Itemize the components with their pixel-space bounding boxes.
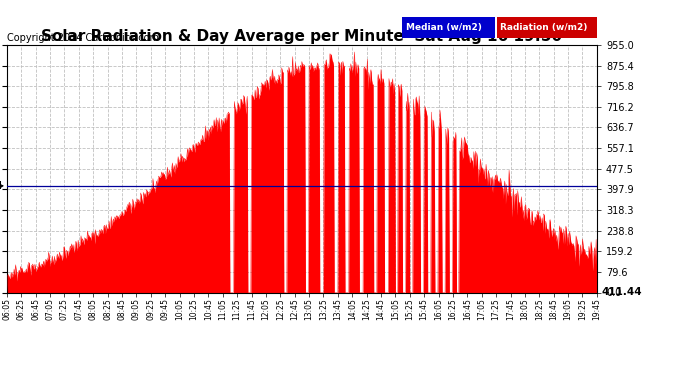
Text: 411.44: 411.44 (601, 287, 642, 297)
Title: Solar Radiation & Day Average per Minute  Sat Aug 16 19:50: Solar Radiation & Day Average per Minute… (41, 29, 562, 44)
Text: 411.44: 411.44 (0, 181, 3, 191)
Text: Median (w/m2): Median (w/m2) (406, 22, 482, 32)
Text: Copyright 2014 Cartronics.com: Copyright 2014 Cartronics.com (7, 33, 159, 43)
Text: Radiation (w/m2): Radiation (w/m2) (500, 22, 588, 32)
